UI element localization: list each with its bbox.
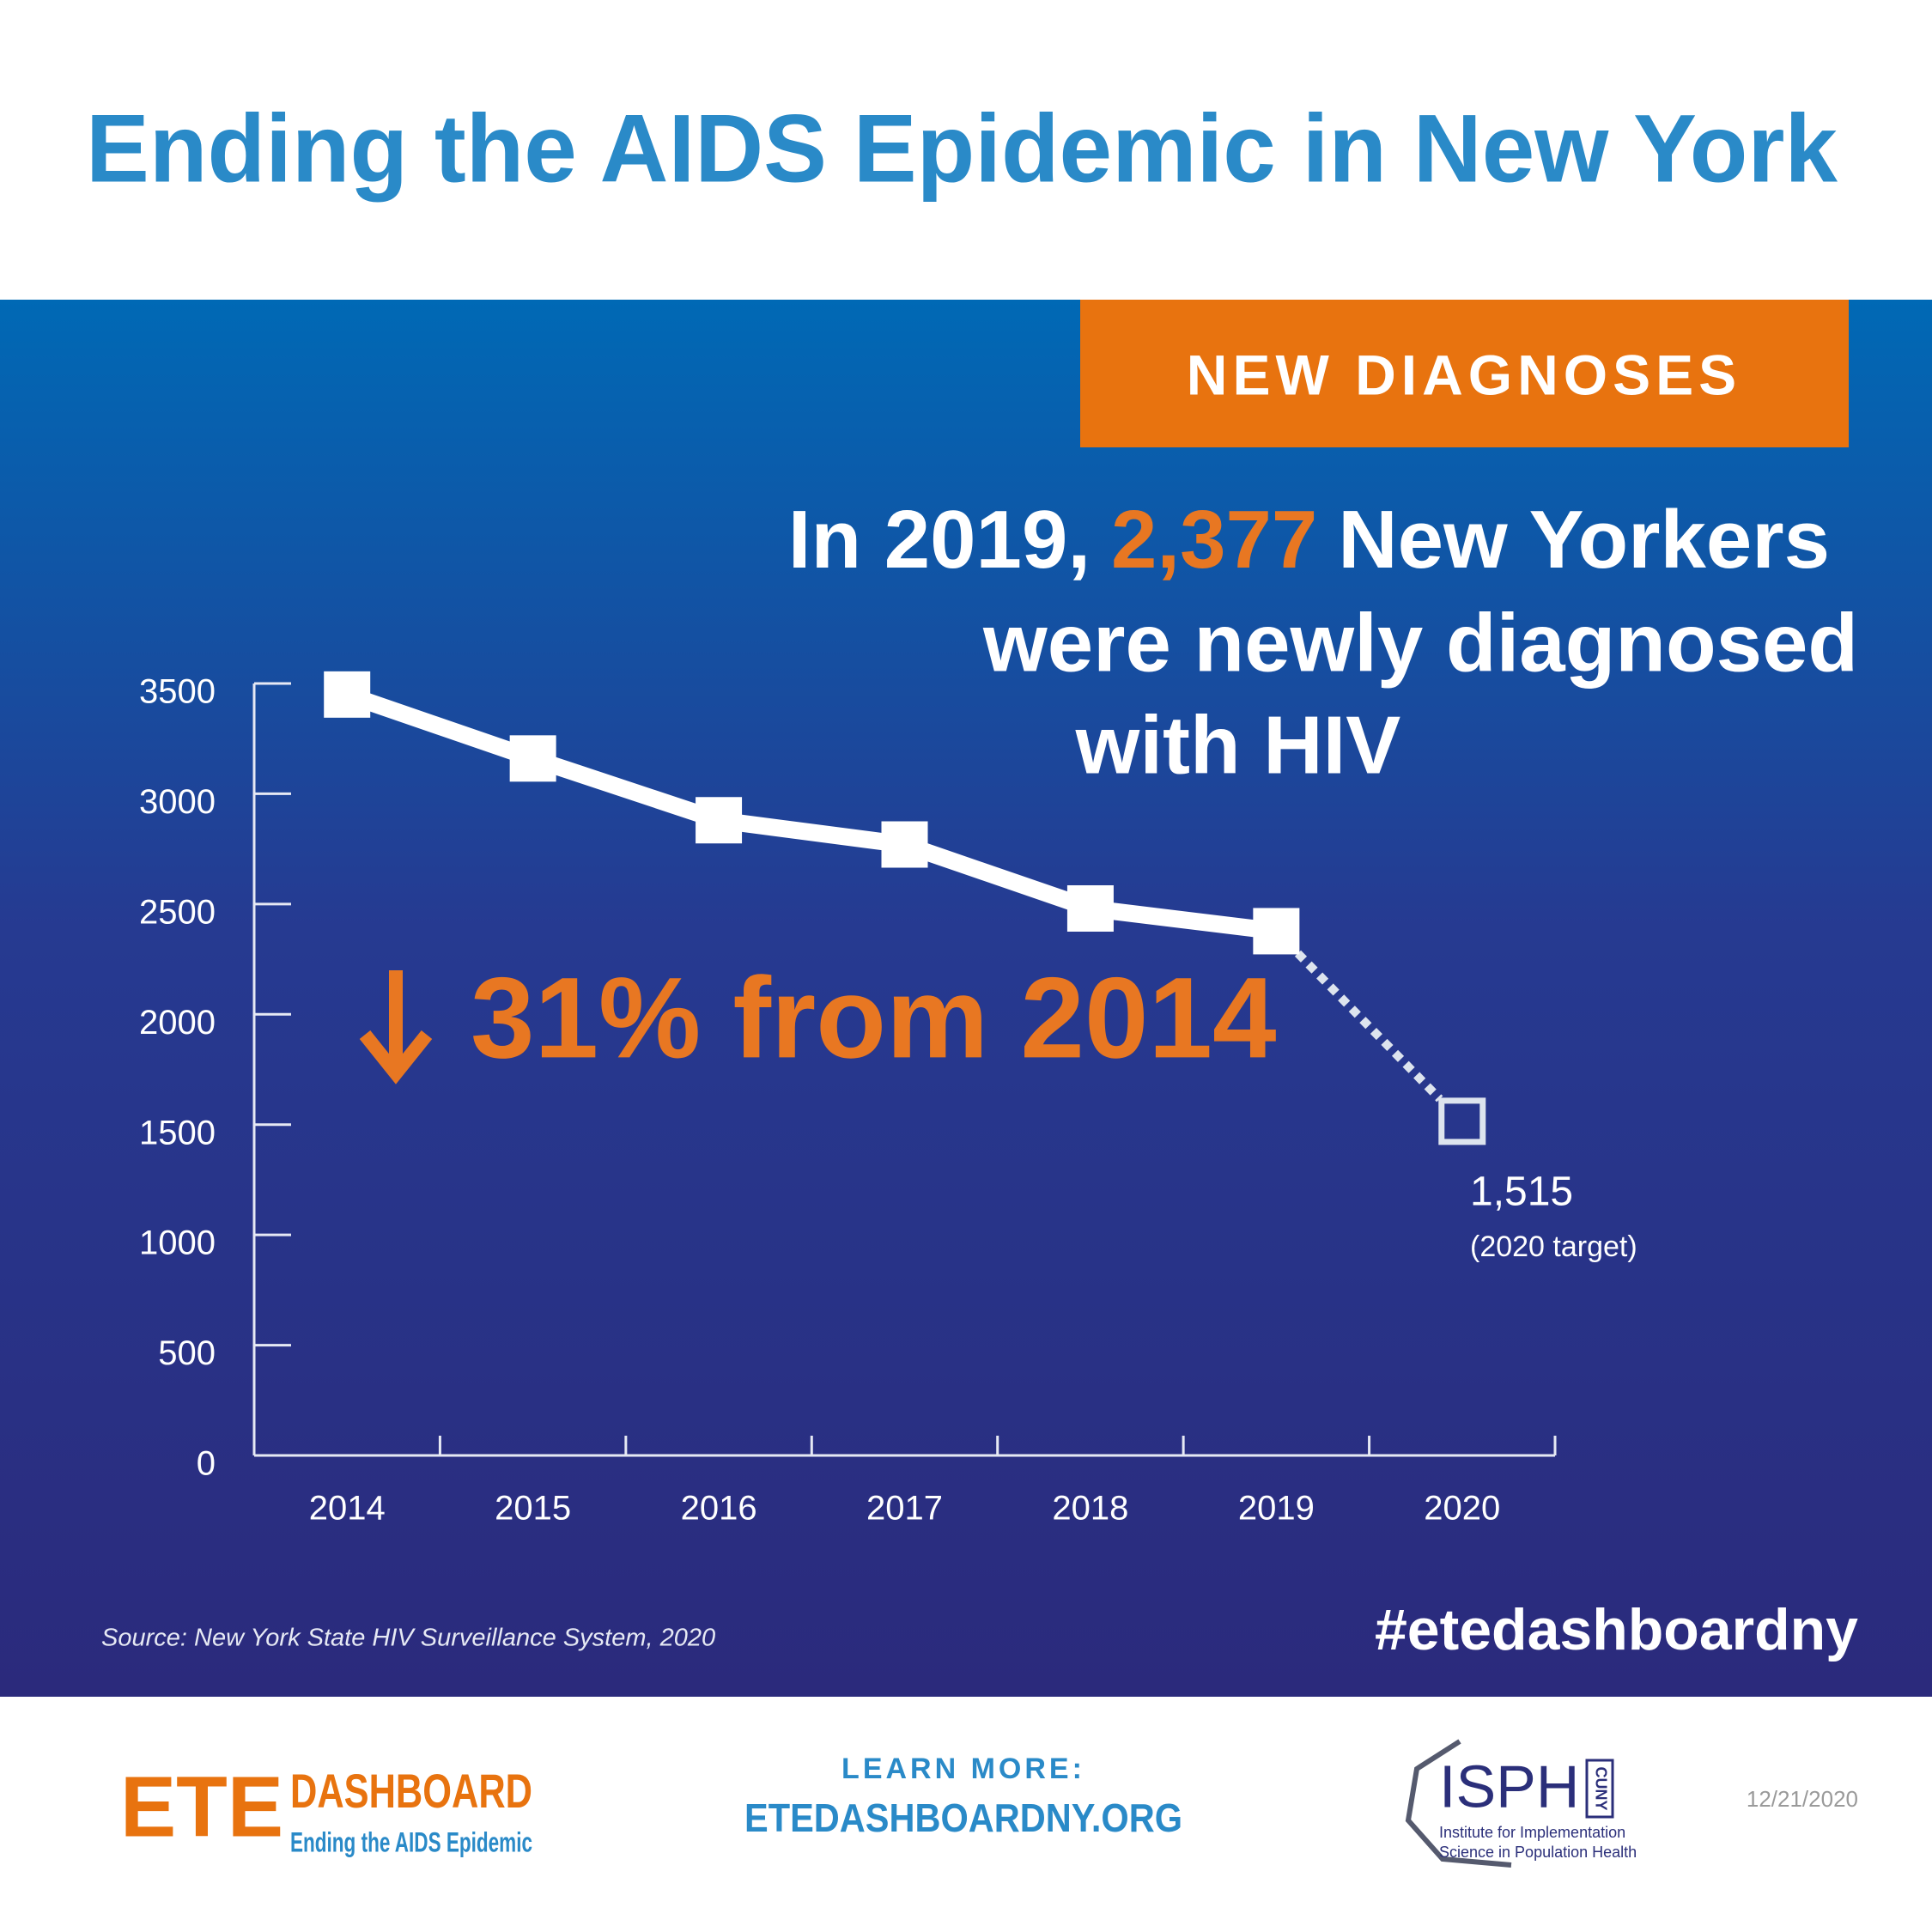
isph-emblem: [1405, 1739, 1512, 1868]
x-tick-label: 2015: [495, 1490, 571, 1528]
url: ETEDASHBOARDNY.ORG: [744, 1795, 1182, 1840]
logo-dashboard: DASHBOARD: [290, 1764, 532, 1818]
badge-box: [1080, 300, 1849, 447]
y-tick-label: 1000: [139, 1224, 216, 1262]
page-title: Ending the AIDS Epidemic in New York: [86, 95, 1838, 203]
target-connector: [1273, 927, 1443, 1103]
isph-line: Institute for Implementation: [1439, 1824, 1625, 1841]
headline-part: New Yorkers: [1338, 494, 1830, 586]
cuny: CUNY: [1592, 1766, 1609, 1810]
headline-line: In 2019, 2,377 New Yorkers: [788, 494, 1830, 586]
badge: NEW DIAGNOSES: [1187, 343, 1741, 406]
marker: [1066, 884, 1114, 932]
isph-line: Science in Population Health: [1439, 1844, 1637, 1861]
date: 12/21/2020: [1747, 1786, 1858, 1812]
logo-ete: ETE: [120, 1759, 283, 1855]
marker: [509, 735, 556, 782]
headline-part: In 2019,: [788, 494, 1091, 586]
y-tick-label: 3000: [139, 783, 216, 821]
x-tick-label: 2014: [309, 1490, 386, 1528]
x-tick-label: 2018: [1052, 1490, 1128, 1528]
y-tick-label: 2000: [139, 1004, 216, 1042]
y-tick-label: 3500: [139, 673, 216, 711]
headline-line: were newly diagnosed: [982, 597, 1858, 689]
x-tick-label: 2017: [866, 1490, 943, 1528]
marker: [1253, 908, 1300, 955]
target-label: 1,515: [1470, 1170, 1573, 1215]
headline-line: with HIV: [1075, 699, 1401, 791]
hashtag: #etedashboardny: [1375, 1597, 1858, 1662]
logo-tagline: Ending the AIDS Epidemic: [290, 1826, 532, 1857]
panel: [0, 300, 1932, 1697]
marker: [324, 671, 371, 718]
y-tick-label: 0: [197, 1445, 216, 1483]
marker: [696, 797, 743, 844]
isph-name: ISPH: [1439, 1753, 1579, 1820]
learn-more: LEARN MORE:: [841, 1753, 1085, 1785]
cuny-box: [1585, 1759, 1614, 1819]
target-marker: [1438, 1097, 1486, 1145]
x-tick-label: 2016: [681, 1490, 757, 1528]
marker: [881, 821, 928, 868]
down-arrow: [359, 970, 433, 1084]
target-note: (2020 target): [1470, 1230, 1637, 1263]
y-tick-label: 500: [158, 1334, 216, 1372]
x-tick-label: 2019: [1238, 1490, 1315, 1528]
y-tick-label: 2500: [139, 893, 216, 931]
y-tick-label: 1500: [139, 1114, 216, 1151]
chart: 0 500 1000 1500 2000 2500 3000 3500 2014 2015 2016…: [139, 671, 1637, 1528]
series-line: [343, 686, 1278, 940]
source: Source: New York State HIV Surveillance …: [101, 1625, 715, 1652]
x-tick-label: 2020: [1424, 1490, 1500, 1528]
annotation: 31% from 2014: [471, 954, 1277, 1082]
headline-number: 2,377: [1111, 494, 1317, 586]
